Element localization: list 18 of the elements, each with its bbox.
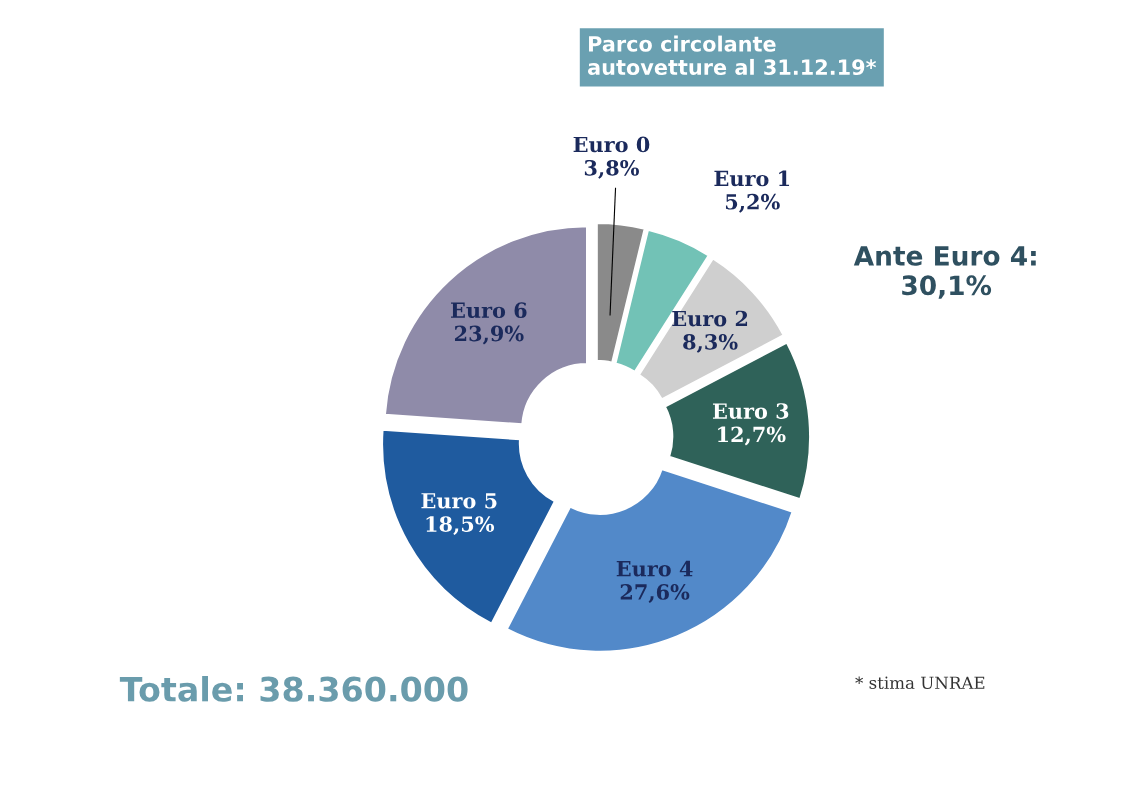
data-label: 12,7%: [718, 426, 786, 446]
slice-label: Euro 1: [714, 170, 790, 187]
slice-label: Euro 6: [451, 302, 527, 319]
slice-label: Euro 4: [616, 560, 693, 577]
data-label: 5,2%: [725, 193, 780, 213]
data-label: 8,3%: [683, 333, 738, 353]
slice-label: Euro 3: [712, 403, 789, 419]
data-label: 27,6%: [620, 584, 690, 603]
text: Totale: 38.360.000: [119, 675, 468, 702]
data-label: 3,8%: [584, 159, 639, 179]
data-label: 23,9%: [454, 325, 524, 345]
text: * stima UNRAE: [855, 676, 985, 690]
chart-title: Parco circolante autovetture al 31.12.19*: [588, 35, 877, 76]
slice-label: Euro 5: [421, 493, 497, 509]
data-label: 18,5%: [426, 516, 495, 536]
slice-label: Euro 0: [573, 136, 650, 153]
slice-label: Euro 2: [672, 310, 748, 327]
text: Ante Euro 4: 30,1%: [853, 246, 1036, 299]
